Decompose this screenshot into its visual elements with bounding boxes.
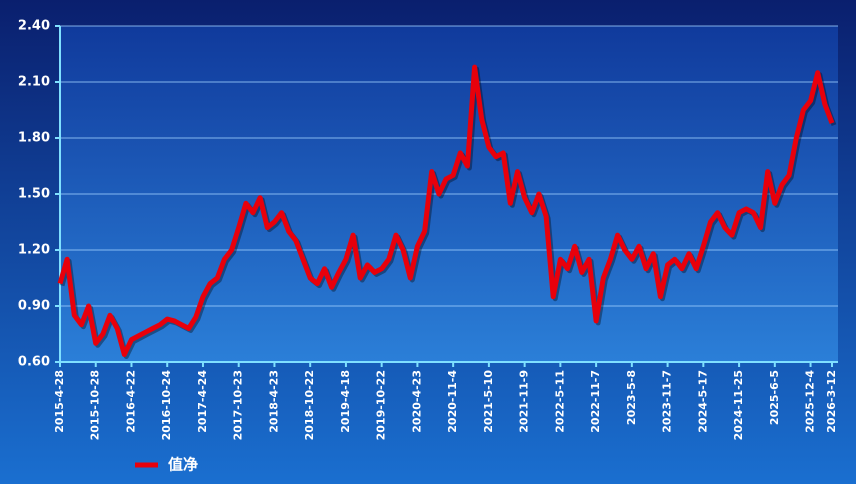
y-tick-label: 1.80 bbox=[18, 131, 50, 146]
x-tick-label: 2015-10-28 bbox=[89, 370, 102, 440]
legend-label: 值净 bbox=[168, 456, 198, 474]
x-tick-label: 2018-4-23 bbox=[267, 370, 280, 433]
x-tick-label: 2020-4-23 bbox=[410, 370, 423, 433]
x-tick-label: 2021-11-9 bbox=[518, 370, 531, 433]
y-tick-label: 2.40 bbox=[18, 19, 50, 34]
x-tick-label: 2015-4-28 bbox=[53, 370, 66, 433]
y-tick-label: 2.10 bbox=[18, 75, 50, 90]
x-tick-label: 2016-10-24 bbox=[160, 370, 173, 441]
y-tick-label: 1.50 bbox=[18, 187, 50, 202]
x-tick-label: 2024-5-17 bbox=[696, 370, 709, 433]
x-tick-label: 2023-5-8 bbox=[625, 370, 638, 425]
x-tick-label: 2018-10-22 bbox=[303, 370, 316, 440]
line-shadow bbox=[59, 66, 837, 359]
x-tick-label: 2025-6-5 bbox=[768, 370, 781, 425]
y-tick-label: 1.20 bbox=[18, 243, 50, 258]
x-tick-label: 2019-10-22 bbox=[375, 370, 388, 440]
x-tick-label: 2024-11-25 bbox=[732, 370, 745, 440]
y-tick-label: 0.60 bbox=[18, 355, 50, 370]
y-tick-label: 0.90 bbox=[18, 299, 50, 314]
x-tick-label: 2016-4-22 bbox=[124, 370, 137, 433]
x-tick-label: 2023-11-7 bbox=[661, 370, 674, 433]
x-tick-label: 2026-3-12 bbox=[825, 370, 838, 433]
series-line bbox=[57, 64, 835, 357]
x-tick-label: 2022-11-7 bbox=[589, 370, 602, 433]
x-tick-label: 2025-12-4 bbox=[804, 370, 817, 433]
x-tick-label: 2022-5-11 bbox=[553, 370, 566, 433]
x-tick-label: 2019-4-18 bbox=[339, 370, 352, 433]
x-tick-label: 2017-4-24 bbox=[196, 370, 209, 433]
x-tick-label: 2017-10-23 bbox=[232, 370, 245, 440]
x-tick-label: 2020-11-4 bbox=[446, 370, 459, 433]
x-tick-label: 2021-5-10 bbox=[482, 370, 495, 433]
